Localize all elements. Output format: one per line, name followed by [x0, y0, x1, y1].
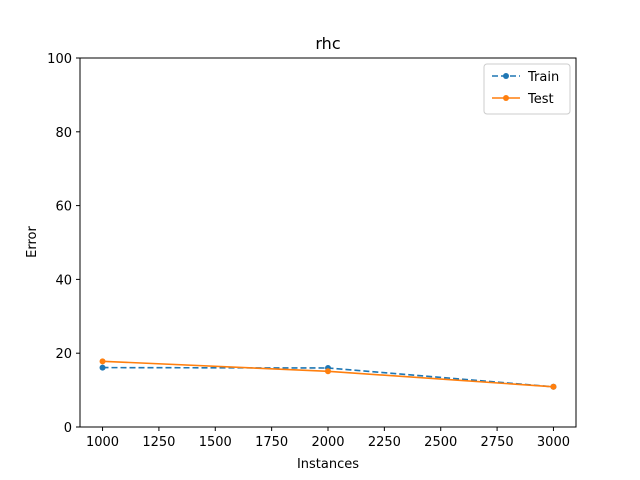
- y-tick-label: 80: [55, 126, 72, 141]
- x-axis-label: Instances: [297, 457, 359, 472]
- y-tick-label: 0: [64, 421, 72, 436]
- data-point-test: [550, 383, 557, 390]
- x-axis: 1000 1250 1500 1750 2000 2250 2500 2750 3000: [86, 427, 570, 450]
- y-axis: 0 20 40 60 80 100: [47, 52, 80, 436]
- y-axis-label: Error: [25, 226, 40, 258]
- y-tick-label: 100: [47, 52, 72, 67]
- x-tick-label: 2500: [424, 435, 457, 450]
- x-tick-label: 2250: [368, 435, 401, 450]
- plot-area: [99, 358, 557, 390]
- data-point-test: [99, 358, 106, 365]
- data-point-train: [99, 364, 106, 371]
- legend-marker-test: [503, 95, 509, 101]
- x-tick-label: 2000: [311, 435, 344, 450]
- x-tick-label: 3000: [537, 435, 570, 450]
- data-point-test: [325, 368, 331, 375]
- x-tick-label: 1500: [199, 435, 232, 450]
- legend-marker-train: [503, 73, 509, 79]
- x-tick-label: 1000: [86, 435, 119, 450]
- y-tick-label: 40: [55, 273, 72, 288]
- legend-label-test: Test: [527, 92, 554, 107]
- y-tick-label: 60: [55, 200, 72, 215]
- legend-label-train: Train: [527, 70, 559, 85]
- x-tick-label: 2750: [481, 435, 514, 450]
- legend: Train Test: [483, 63, 571, 115]
- x-tick-label: 1250: [142, 435, 175, 450]
- x-tick-label: 1750: [255, 435, 288, 450]
- y-tick-label: 20: [55, 347, 72, 362]
- chart-title: rhc: [315, 34, 340, 53]
